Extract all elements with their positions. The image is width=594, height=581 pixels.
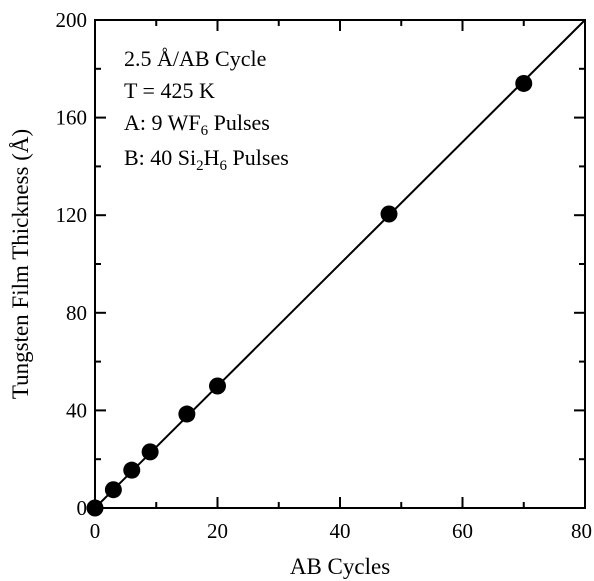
x-tick-label: 60 xyxy=(452,519,473,543)
y-tick-label: 40 xyxy=(66,398,87,422)
y-tick-label: 200 xyxy=(56,8,88,32)
annotation-box: 2.5 Å/AB Cycle T = 425 K A: 9 WF6 Pulses… xyxy=(124,46,289,174)
annotation-pulse-a: A: 9 WF6 Pulses xyxy=(124,110,270,139)
x-tick-label: 20 xyxy=(207,519,228,543)
annotation-temperature: T = 425 K xyxy=(124,78,215,103)
data-point xyxy=(104,481,122,499)
data-point xyxy=(515,74,533,92)
x-tick-label: 80 xyxy=(571,519,592,543)
data-point xyxy=(86,499,104,517)
y-tick-label: 160 xyxy=(56,106,88,130)
annotation-pulse-a-sub: 6 xyxy=(201,123,209,139)
annotation-pulse-b-prefix: B: 40 Si xyxy=(124,145,196,170)
data-point xyxy=(141,443,159,461)
annotation-pulse-b-sub: 2 xyxy=(196,158,204,174)
data-point xyxy=(209,377,226,395)
data-point xyxy=(178,405,196,423)
fit-line xyxy=(94,19,586,509)
data-points xyxy=(86,74,533,517)
annotation-pulse-a-suffix: Pulses xyxy=(208,110,270,135)
annotation-rate: 2.5 Å/AB Cycle xyxy=(124,46,266,71)
x-tick-label: 0 xyxy=(90,519,101,543)
annotation-pulse-a-prefix: A: 9 WF xyxy=(124,110,201,135)
axis-ticks xyxy=(94,19,586,509)
data-point xyxy=(380,205,398,223)
annotation-pulse-b-suffix: Pulses xyxy=(227,145,289,170)
annotation-pulse-b-mid: H xyxy=(204,145,220,170)
y-tick-label: 0 xyxy=(77,496,88,520)
annotation-pulse-b: B: 40 Si2H6 Pulses xyxy=(124,145,289,174)
y-tick-label: 120 xyxy=(56,203,88,227)
annotation-pulse-b-sub2: 6 xyxy=(220,158,228,174)
data-point xyxy=(123,461,141,479)
y-tick-label: 80 xyxy=(66,301,87,325)
tick-labels: 0 20 40 60 80 0 40 80 120 160 200 xyxy=(56,8,593,543)
x-tick-label: 40 xyxy=(330,519,351,543)
x-axis-label: AB Cycles xyxy=(290,554,390,579)
y-axis-label: Tungsten Film Thickness (Å) xyxy=(8,129,33,399)
